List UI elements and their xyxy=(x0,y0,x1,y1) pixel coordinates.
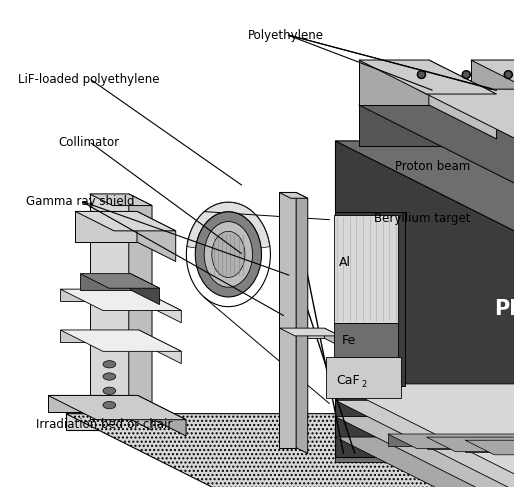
Polygon shape xyxy=(359,61,496,95)
Polygon shape xyxy=(279,328,324,339)
Polygon shape xyxy=(75,212,137,243)
Circle shape xyxy=(419,73,424,78)
Polygon shape xyxy=(471,61,527,106)
Polygon shape xyxy=(66,414,527,430)
Polygon shape xyxy=(359,106,527,188)
Text: Beryllium target: Beryllium target xyxy=(374,212,471,225)
Text: Fe: Fe xyxy=(342,333,356,346)
Polygon shape xyxy=(388,434,527,448)
Polygon shape xyxy=(129,195,152,430)
Text: Gamma ray shield: Gamma ray shield xyxy=(26,195,134,208)
Polygon shape xyxy=(279,193,296,448)
Polygon shape xyxy=(60,330,139,343)
Circle shape xyxy=(462,72,471,80)
Polygon shape xyxy=(296,193,308,454)
Ellipse shape xyxy=(212,232,245,278)
Text: Al: Al xyxy=(339,255,352,268)
Polygon shape xyxy=(335,437,527,462)
Circle shape xyxy=(417,72,425,80)
Polygon shape xyxy=(335,401,527,488)
Polygon shape xyxy=(335,417,527,437)
Text: LiF-loaded polyethylene: LiF-loaded polyethylene xyxy=(18,73,160,85)
Circle shape xyxy=(506,73,511,78)
Polygon shape xyxy=(335,437,527,488)
Circle shape xyxy=(504,72,512,80)
Polygon shape xyxy=(335,213,405,386)
Polygon shape xyxy=(139,330,181,364)
Polygon shape xyxy=(335,384,527,488)
Text: 2: 2 xyxy=(361,380,366,388)
Polygon shape xyxy=(48,396,138,412)
Ellipse shape xyxy=(103,361,116,368)
Polygon shape xyxy=(90,195,129,419)
Polygon shape xyxy=(471,61,527,95)
Ellipse shape xyxy=(103,387,116,395)
Text: Collimator: Collimator xyxy=(58,136,119,148)
Ellipse shape xyxy=(103,373,116,381)
Polygon shape xyxy=(335,142,527,234)
Polygon shape xyxy=(359,106,527,146)
Polygon shape xyxy=(137,212,175,262)
Polygon shape xyxy=(465,440,527,452)
Polygon shape xyxy=(48,396,186,420)
Polygon shape xyxy=(66,414,527,488)
Polygon shape xyxy=(465,440,527,455)
Polygon shape xyxy=(417,90,527,143)
Polygon shape xyxy=(90,195,152,206)
Polygon shape xyxy=(426,437,527,449)
Polygon shape xyxy=(60,330,181,352)
Text: Proton beam: Proton beam xyxy=(395,160,470,173)
Polygon shape xyxy=(334,323,398,358)
Text: CaF: CaF xyxy=(337,374,360,386)
Polygon shape xyxy=(335,401,527,417)
Polygon shape xyxy=(334,215,398,323)
Polygon shape xyxy=(359,61,429,106)
Ellipse shape xyxy=(196,212,261,297)
Polygon shape xyxy=(324,328,340,346)
Circle shape xyxy=(464,73,469,78)
Polygon shape xyxy=(335,384,527,401)
Ellipse shape xyxy=(103,402,116,409)
Polygon shape xyxy=(429,61,496,140)
Polygon shape xyxy=(335,417,527,488)
Polygon shape xyxy=(131,274,160,305)
Ellipse shape xyxy=(204,222,252,287)
Text: Irradiation bed or chair: Irradiation bed or chair xyxy=(36,417,172,430)
Text: Polyethylene: Polyethylene xyxy=(248,29,324,42)
Polygon shape xyxy=(335,142,527,458)
Polygon shape xyxy=(187,203,270,248)
Polygon shape xyxy=(388,434,527,447)
Polygon shape xyxy=(60,289,181,311)
Polygon shape xyxy=(80,274,131,290)
Text: Pb: Pb xyxy=(494,299,525,319)
Polygon shape xyxy=(279,193,308,199)
Polygon shape xyxy=(75,212,175,231)
Polygon shape xyxy=(80,274,160,288)
Polygon shape xyxy=(138,396,186,436)
Polygon shape xyxy=(139,289,181,323)
Polygon shape xyxy=(326,358,401,399)
Polygon shape xyxy=(417,90,527,135)
Polygon shape xyxy=(279,328,340,336)
Polygon shape xyxy=(426,437,527,452)
Polygon shape xyxy=(60,289,139,302)
